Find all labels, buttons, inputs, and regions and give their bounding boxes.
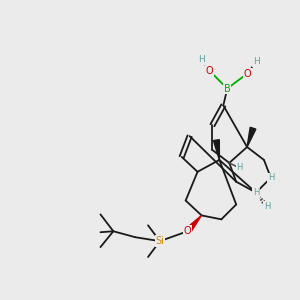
Text: H: H [253,57,260,66]
Text: H: H [253,188,259,197]
Text: H: H [236,163,242,172]
Text: O: O [206,66,213,76]
Text: Si: Si [155,236,164,246]
Polygon shape [185,215,202,233]
Polygon shape [213,140,219,160]
Text: H: H [268,173,274,182]
Text: B: B [224,84,231,94]
Text: H: H [198,55,205,64]
Polygon shape [247,127,256,147]
Text: H: H [264,202,270,211]
Text: O: O [243,69,251,79]
Text: O: O [184,226,191,236]
